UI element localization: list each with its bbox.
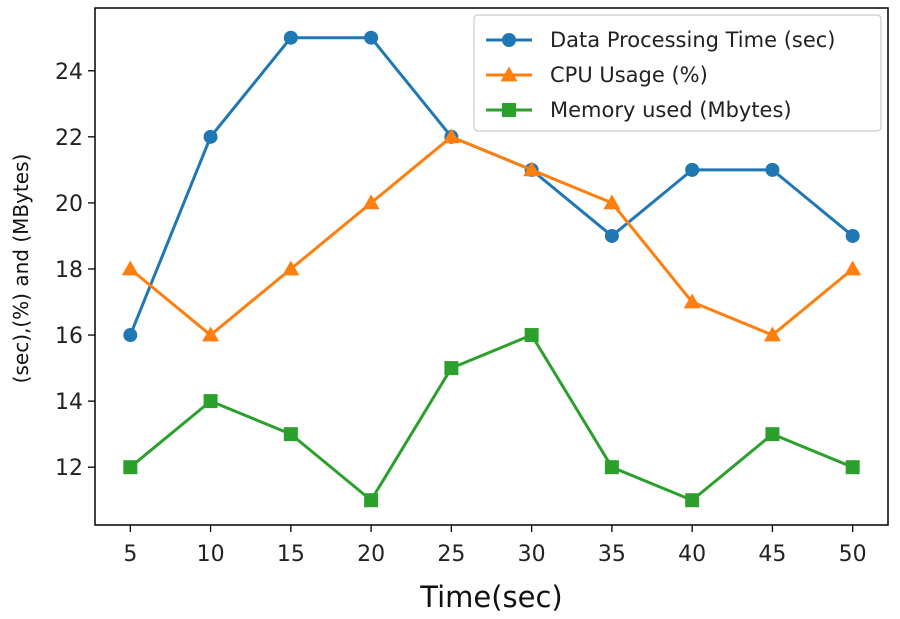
data-point — [765, 427, 780, 442]
data-point — [283, 427, 298, 442]
y-tick-label: 14 — [55, 390, 83, 415]
data-point — [523, 161, 541, 177]
data-point — [202, 326, 220, 342]
x-axis-label: Time(sec) — [419, 580, 563, 614]
data-point — [604, 228, 619, 243]
data-point — [685, 162, 700, 177]
y-tick-label: 12 — [55, 456, 83, 481]
x-tick-label: 15 — [277, 542, 305, 567]
y-tick-label: 22 — [55, 126, 83, 151]
data-point — [844, 260, 862, 276]
x-tick-label: 30 — [518, 542, 546, 567]
plot-area — [121, 30, 862, 508]
legend-entry: Data Processing Time (sec) — [486, 28, 836, 52]
data-point — [123, 328, 138, 343]
x-tick-label: 5 — [123, 542, 137, 567]
series-2 — [121, 128, 862, 342]
data-point — [364, 30, 379, 45]
series-line — [129, 135, 854, 337]
y-tick-label: 20 — [55, 192, 83, 217]
data-point — [604, 460, 619, 475]
data-point — [763, 326, 781, 342]
x-axis: 5 10 15 20 25 30 35 40 45 50 — [123, 525, 867, 567]
data-point — [282, 260, 300, 276]
x-tick-label: 25 — [437, 542, 465, 567]
plot-frame — [94, 7, 889, 526]
legend-marker — [500, 66, 518, 82]
data-point — [685, 493, 700, 508]
legend-label: Data Processing Time (sec) — [550, 28, 836, 52]
legend-label: Memory used (Mbytes) — [550, 98, 792, 122]
data-point — [524, 328, 539, 343]
data-point — [845, 228, 860, 243]
data-point — [121, 260, 139, 276]
x-tick-label: 45 — [758, 542, 786, 567]
x-tick-label: 35 — [598, 542, 626, 567]
x-tick-label: 40 — [678, 542, 706, 567]
data-point — [845, 460, 860, 475]
data-point — [362, 194, 380, 210]
data-point — [765, 162, 780, 177]
data-point — [123, 460, 138, 475]
data-point — [364, 493, 379, 508]
y-tick-label: 24 — [55, 60, 83, 85]
y-tick-label: 16 — [55, 324, 83, 349]
data-point — [283, 30, 298, 45]
x-tick-label: 50 — [839, 542, 867, 567]
series-line — [129, 333, 854, 502]
data-point — [203, 129, 218, 144]
data-point — [442, 128, 460, 144]
data-point — [603, 194, 621, 210]
data-point — [444, 361, 459, 376]
legend-label: CPU Usage (%) — [550, 63, 708, 87]
legend-box — [473, 14, 882, 132]
legend-marker — [502, 103, 516, 117]
legend-entry: CPU Usage (%) — [486, 63, 708, 87]
data-point — [203, 394, 218, 409]
y-tick-label: 18 — [55, 258, 83, 283]
series-3 — [123, 328, 860, 508]
legend-marker — [502, 33, 516, 47]
y-axis: 12 14 16 18 20 22 24 — [55, 60, 95, 481]
x-tick-label: 20 — [357, 542, 385, 567]
x-tick-label: 10 — [197, 542, 225, 567]
data-point — [683, 293, 701, 309]
y-axis-label: (sec),(%) and (MBytes) — [9, 154, 33, 384]
legend: Data Processing Time (sec) CPU Usage (%) M… — [473, 14, 882, 132]
legend-entry: Memory used (Mbytes) — [486, 98, 792, 122]
